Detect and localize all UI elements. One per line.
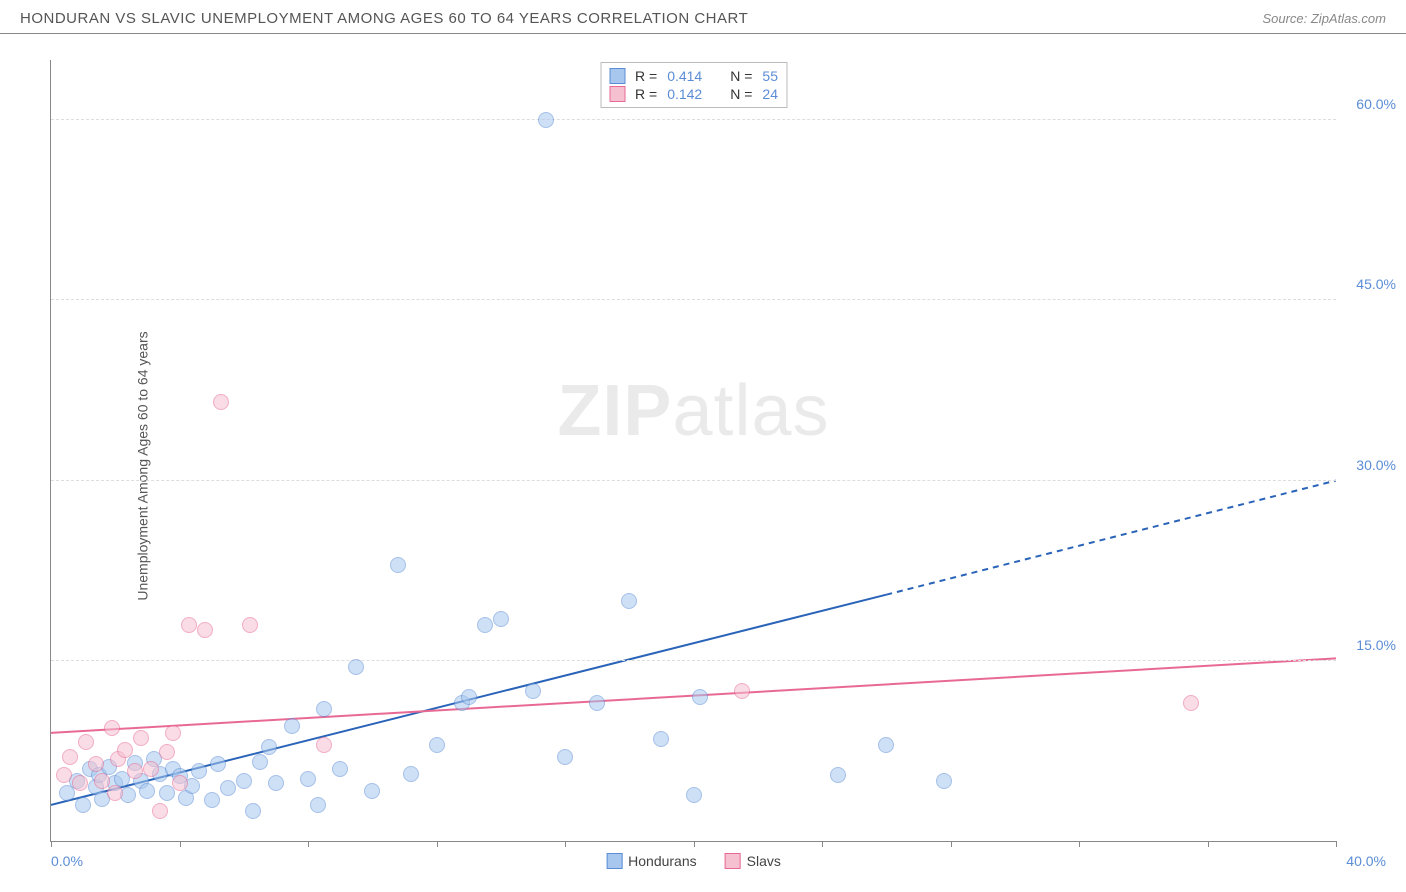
- data-point: [284, 718, 300, 734]
- data-point: [139, 783, 155, 799]
- legend-row-hondurans: R = 0.414 N = 55: [609, 67, 778, 85]
- data-point: [56, 767, 72, 783]
- data-point: [348, 659, 364, 675]
- series-legend: Hondurans Slavs: [606, 853, 781, 869]
- swatch-slavs: [609, 86, 625, 102]
- gridline: [51, 299, 1336, 300]
- x-tick: [180, 841, 181, 847]
- x-tick: [694, 841, 695, 847]
- data-point: [525, 683, 541, 699]
- data-point: [830, 767, 846, 783]
- data-point: [429, 737, 445, 753]
- trendlines: [51, 60, 1336, 841]
- data-point: [181, 617, 197, 633]
- data-point: [557, 749, 573, 765]
- data-point: [538, 112, 554, 128]
- data-point: [390, 557, 406, 573]
- data-point: [252, 754, 268, 770]
- data-point: [220, 780, 236, 796]
- data-point: [332, 761, 348, 777]
- data-point: [78, 734, 94, 750]
- data-point: [734, 683, 750, 699]
- chart-area: Unemployment Among Ages 60 to 64 years Z…: [0, 40, 1406, 892]
- x-axis-max-label: 40.0%: [1346, 853, 1386, 869]
- data-point: [88, 756, 104, 772]
- swatch-hondurans-icon: [606, 853, 622, 869]
- y-tick-label: 15.0%: [1356, 637, 1396, 653]
- legend-item-hondurans: Hondurans: [606, 853, 697, 869]
- data-point: [143, 761, 159, 777]
- data-point: [165, 725, 181, 741]
- data-point: [62, 749, 78, 765]
- swatch-slavs-icon: [725, 853, 741, 869]
- x-tick: [565, 841, 566, 847]
- y-tick-label: 60.0%: [1356, 96, 1396, 112]
- data-point: [159, 744, 175, 760]
- x-tick: [822, 841, 823, 847]
- data-point: [364, 783, 380, 799]
- data-point: [245, 803, 261, 819]
- data-point: [268, 775, 284, 791]
- data-point: [107, 785, 123, 801]
- watermark: ZIPatlas: [557, 370, 829, 452]
- correlation-legend: R = 0.414 N = 55 R = 0.142 N = 24: [600, 62, 787, 108]
- data-point: [191, 763, 207, 779]
- data-point: [316, 737, 332, 753]
- data-point: [197, 622, 213, 638]
- data-point: [213, 394, 229, 410]
- y-tick-label: 45.0%: [1356, 276, 1396, 292]
- data-point: [75, 797, 91, 813]
- legend-item-slavs: Slavs: [725, 853, 781, 869]
- data-point: [94, 773, 110, 789]
- gridline: [51, 660, 1336, 661]
- data-point: [653, 731, 669, 747]
- data-point: [936, 773, 952, 789]
- x-tick: [1208, 841, 1209, 847]
- data-point: [152, 803, 168, 819]
- data-point: [242, 617, 258, 633]
- chart-header: HONDURAN VS SLAVIC UNEMPLOYMENT AMONG AG…: [0, 0, 1406, 34]
- data-point: [493, 611, 509, 627]
- data-point: [133, 730, 149, 746]
- data-point: [477, 617, 493, 633]
- x-axis-min-label: 0.0%: [51, 853, 83, 869]
- scatter-plot: ZIPatlas R = 0.414 N = 55 R = 0.142 N = …: [50, 60, 1336, 842]
- data-point: [878, 737, 894, 753]
- data-point: [210, 756, 226, 772]
- data-point: [461, 689, 477, 705]
- x-tick: [308, 841, 309, 847]
- x-tick: [951, 841, 952, 847]
- x-tick: [1079, 841, 1080, 847]
- source-attribution: Source: ZipAtlas.com: [1262, 11, 1386, 26]
- swatch-hondurans: [609, 68, 625, 84]
- gridline: [51, 480, 1336, 481]
- data-point: [104, 720, 120, 736]
- legend-row-slavs: R = 0.142 N = 24: [609, 85, 778, 103]
- data-point: [72, 775, 88, 791]
- data-point: [236, 773, 252, 789]
- chart-title: HONDURAN VS SLAVIC UNEMPLOYMENT AMONG AG…: [20, 10, 748, 27]
- data-point: [127, 763, 143, 779]
- data-point: [589, 695, 605, 711]
- data-point: [686, 787, 702, 803]
- data-point: [621, 593, 637, 609]
- data-point: [261, 739, 277, 755]
- data-point: [310, 797, 326, 813]
- x-tick: [51, 841, 52, 847]
- x-tick: [1336, 841, 1337, 847]
- data-point: [172, 775, 188, 791]
- data-point: [692, 689, 708, 705]
- data-point: [117, 742, 133, 758]
- data-point: [403, 766, 419, 782]
- y-tick-label: 30.0%: [1356, 457, 1396, 473]
- data-point: [204, 792, 220, 808]
- data-point: [316, 701, 332, 717]
- data-point: [300, 771, 316, 787]
- data-point: [1183, 695, 1199, 711]
- gridline: [51, 119, 1336, 120]
- x-tick: [437, 841, 438, 847]
